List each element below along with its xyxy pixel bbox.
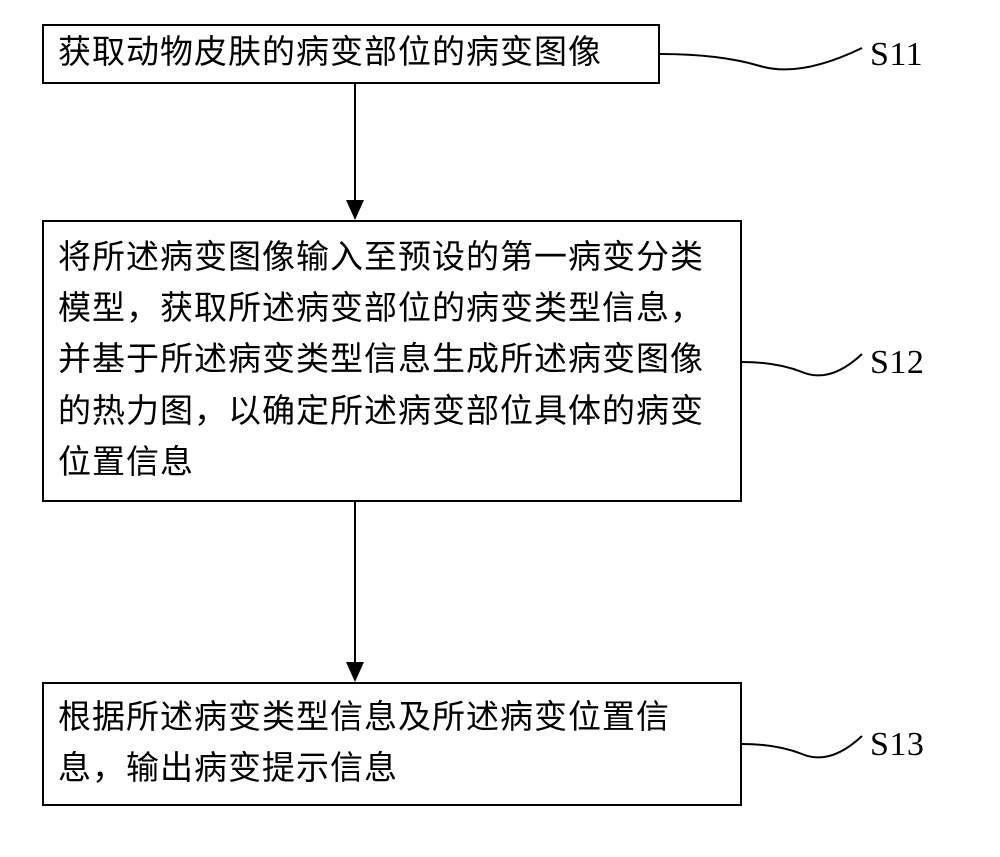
step-box-1: 获取动物皮肤的病变部位的病变图像	[42, 24, 660, 84]
flowchart-canvas: 获取动物皮肤的病变部位的病变图像 S11 将所述病变图像输入至预设的第一病变分类…	[0, 0, 1000, 857]
step-box-3: 根据所述病变类型信息及所述病变位置信息，输出病变提示信息	[42, 682, 742, 806]
step-label-3-text: S13	[870, 726, 924, 763]
step-label-1: S11	[870, 36, 923, 74]
connector-curve-3	[742, 714, 870, 774]
step-label-3: S13	[870, 726, 924, 764]
step-label-2-text: S12	[870, 344, 924, 381]
step-label-2: S12	[870, 344, 924, 382]
arrow-2-head	[346, 662, 364, 682]
connector-curve-2	[742, 332, 870, 392]
step-label-1-text: S11	[870, 36, 923, 73]
arrow-1-line	[354, 84, 356, 200]
step-text-2: 将所述病变图像输入至预设的第一病变分类模型，获取所述病变部位的病变类型信息，并基…	[58, 233, 726, 489]
connector-curve-1	[660, 24, 870, 84]
step-text-3: 根据所述病变类型信息及所述病变位置信息，输出病变提示信息	[58, 693, 726, 795]
arrow-2-line	[354, 502, 356, 662]
step-text-1: 获取动物皮肤的病变部位的病变图像	[58, 28, 602, 79]
arrow-1-head	[346, 200, 364, 220]
step-box-2: 将所述病变图像输入至预设的第一病变分类模型，获取所述病变部位的病变类型信息，并基…	[42, 220, 742, 502]
